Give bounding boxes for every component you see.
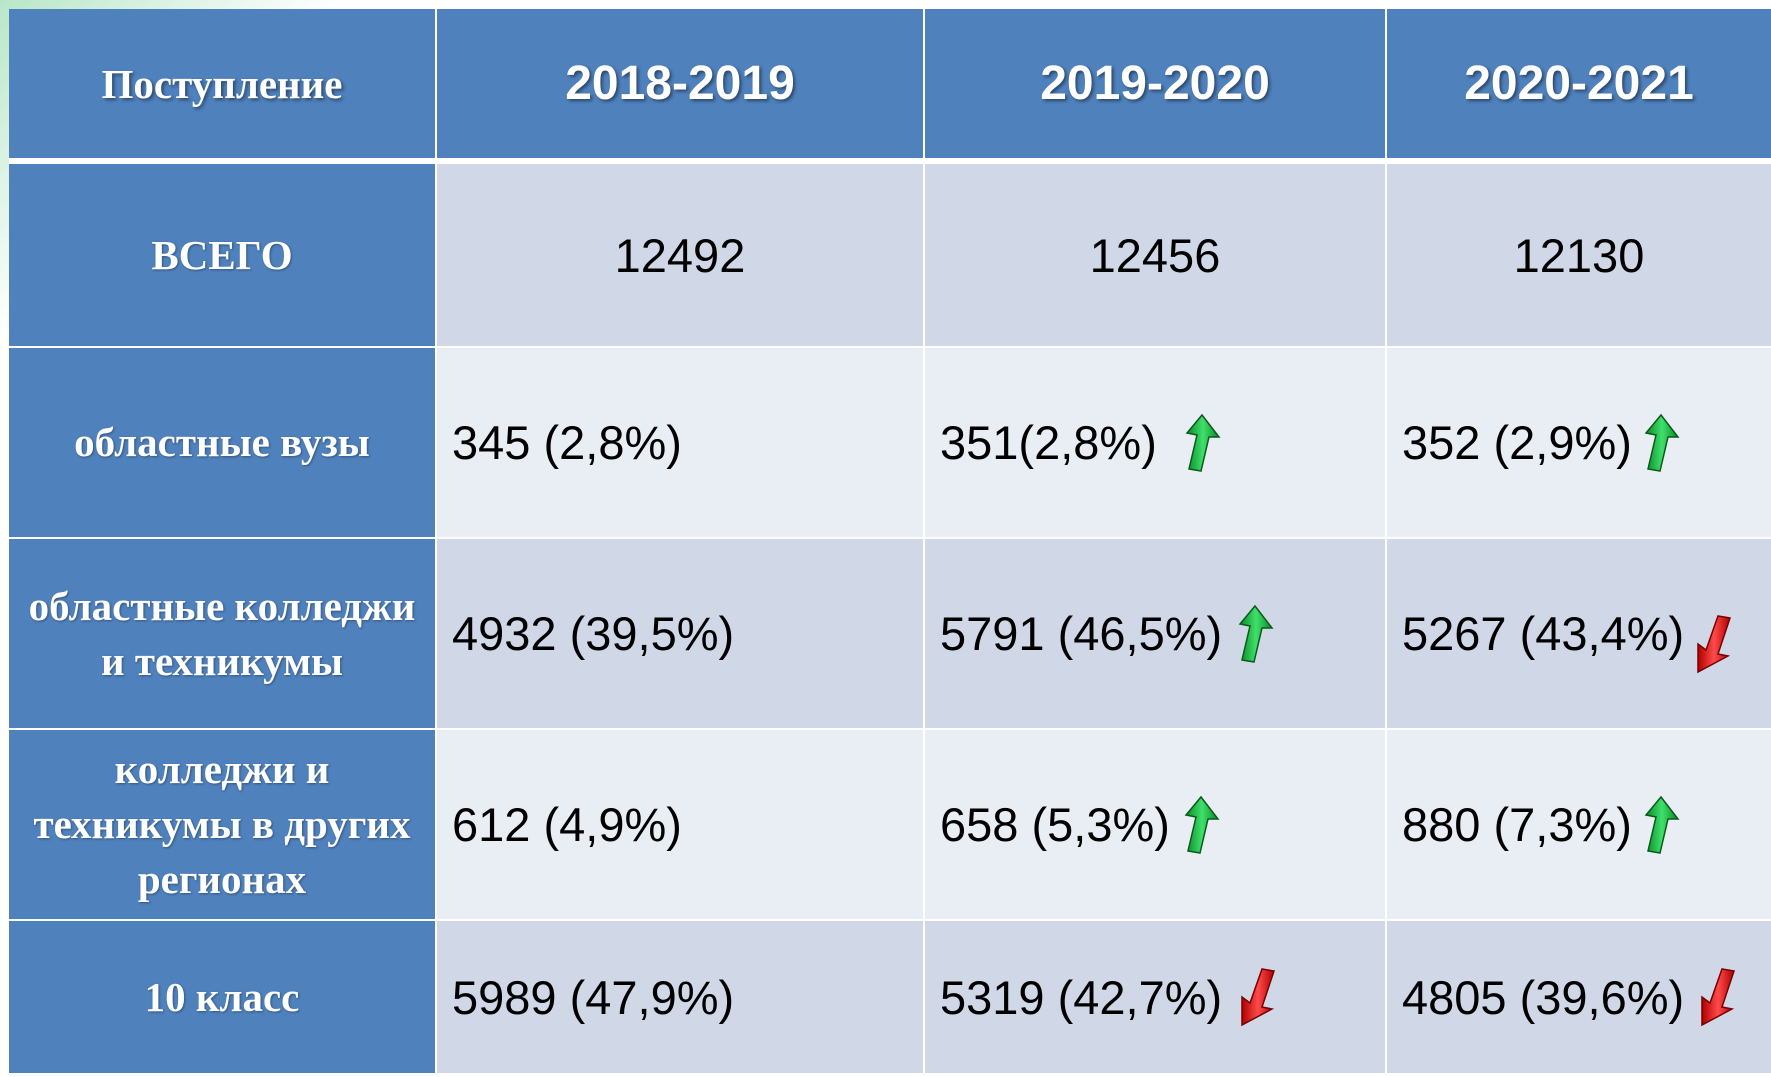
- arrow-up: [1634, 413, 1680, 473]
- arrow-down: [1688, 614, 1734, 674]
- cell: 658 (5,3%): [925, 730, 1385, 919]
- arrow-up: [1174, 795, 1220, 855]
- cell: 352 (2,9%): [1387, 348, 1771, 537]
- cell-text: 5267 (43,4%): [1402, 607, 1685, 660]
- cell-text: 12456: [1089, 228, 1221, 282]
- cell-text: 351(2,8%): [940, 416, 1157, 469]
- cell-text: 5791 (46,5%): [940, 607, 1223, 660]
- cell-text: 612 (4,9%): [452, 798, 682, 851]
- arrow-up: [1634, 795, 1680, 855]
- arrow-up: [1228, 604, 1274, 664]
- cell-text: 658 (5,3%): [940, 798, 1170, 851]
- cell: 5319 (42,7%): [925, 921, 1385, 1073]
- cell: 4932 (39,5%): [437, 539, 923, 728]
- cell: 12456: [925, 164, 1385, 346]
- arrow-up: [1175, 413, 1221, 473]
- cell: 351(2,8%): [925, 348, 1385, 537]
- row-label: колледжи и техникумы в других регионах: [9, 730, 435, 919]
- cell-text: 12492: [614, 228, 746, 282]
- row-label: областные вузы: [9, 348, 435, 537]
- row-label: областные колледжи и техникумы: [9, 539, 435, 728]
- cell-text: 352 (2,9%): [1402, 416, 1632, 469]
- cell: 5989 (47,9%): [437, 921, 923, 1073]
- cell-text: 4805 (39,6%): [1402, 970, 1685, 1024]
- cell-text: 880 (7,3%): [1402, 798, 1632, 851]
- arrow-down: [1232, 967, 1278, 1027]
- header-cell: 2019-2020: [925, 9, 1385, 158]
- table: Поступление 2018-2019 2019-2020 2020-202…: [9, 9, 1771, 1073]
- cell-text: 5989 (47,9%): [452, 970, 735, 1024]
- header-cell: 2020-2021: [1387, 9, 1771, 158]
- cell-text: 345 (2,8%): [452, 416, 682, 469]
- cell: 12130: [1387, 164, 1771, 346]
- cell-text: 4932 (39,5%): [452, 607, 735, 660]
- cell: 5267 (43,4%): [1387, 539, 1771, 728]
- cell: 612 (4,9%): [437, 730, 923, 919]
- cell-text: 12130: [1513, 228, 1645, 282]
- cell: 5791 (46,5%): [925, 539, 1385, 728]
- cell-text: 5319 (42,7%): [940, 970, 1223, 1024]
- cell: 345 (2,8%): [437, 348, 923, 537]
- header-cell: 2018-2019: [437, 9, 923, 158]
- header-cell: Поступление: [9, 9, 435, 158]
- cell: 4805 (39,6%): [1387, 921, 1771, 1073]
- row-label: ВСЕГО: [9, 164, 435, 346]
- row-label: 10 класс: [9, 921, 435, 1073]
- cell: 12492: [437, 164, 923, 346]
- arrow-down: [1692, 967, 1738, 1027]
- cell: 880 (7,3%): [1387, 730, 1771, 919]
